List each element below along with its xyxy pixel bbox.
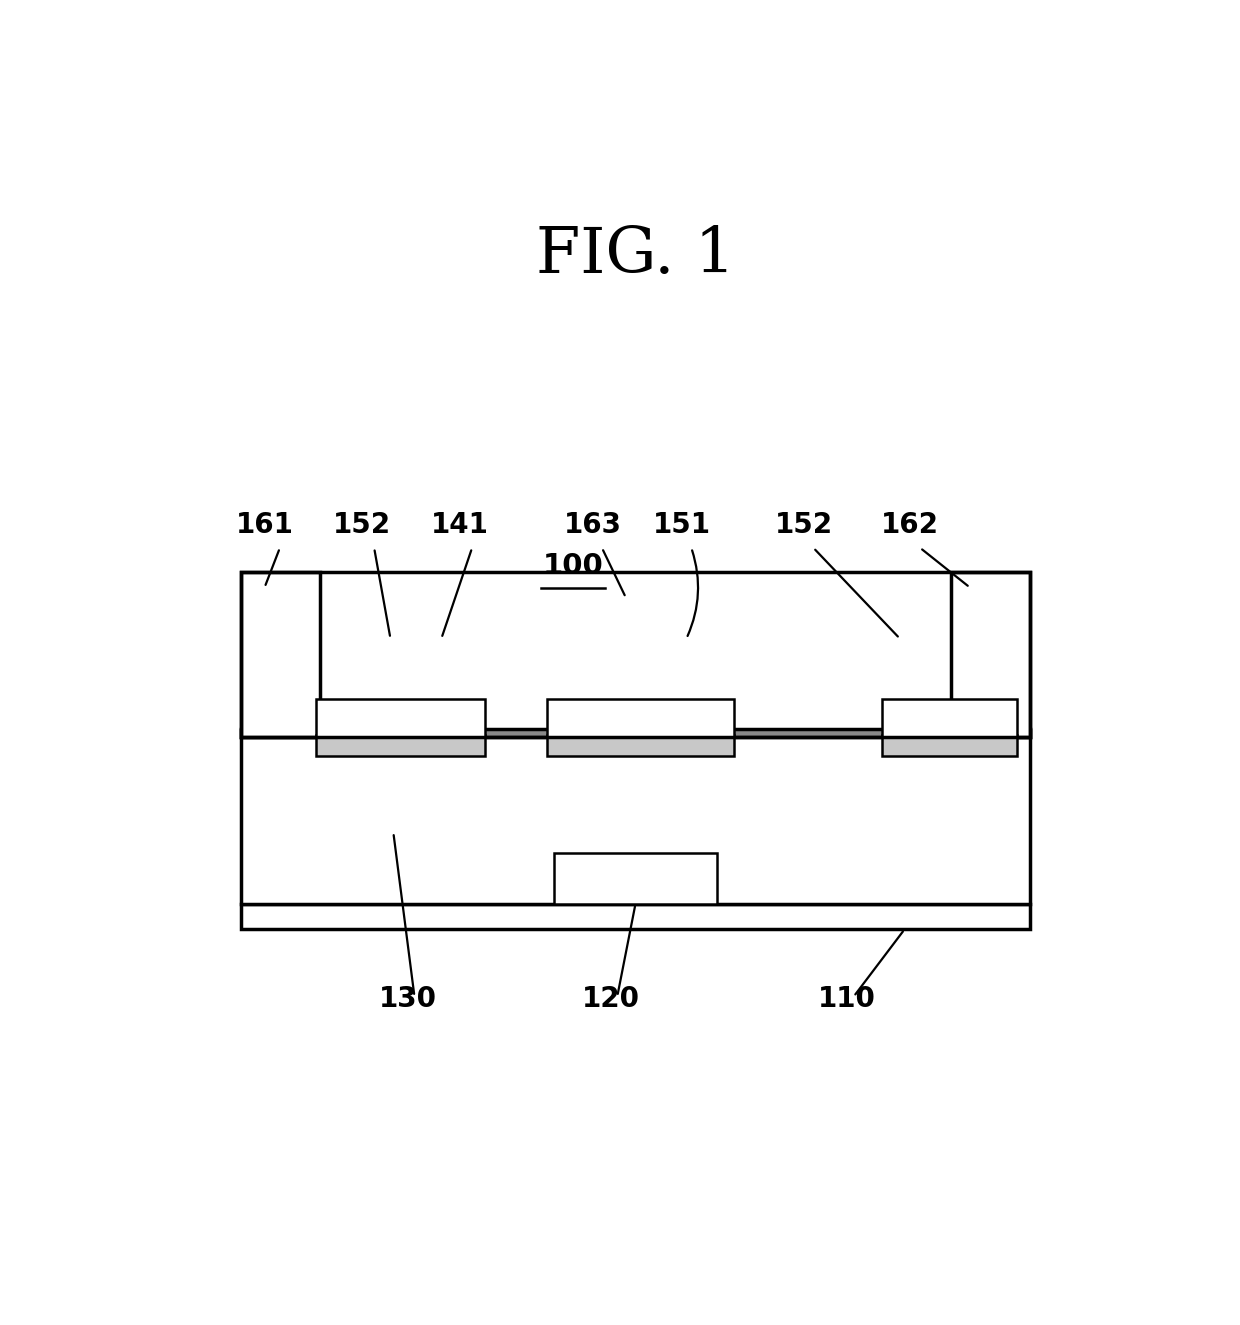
Bar <box>242 572 1029 738</box>
Text: 100: 100 <box>543 553 604 580</box>
Bar <box>883 735 1017 755</box>
Bar <box>316 698 485 738</box>
Text: 163: 163 <box>564 510 622 538</box>
Text: 151: 151 <box>652 510 711 538</box>
Text: 120: 120 <box>582 984 640 1012</box>
Text: 130: 130 <box>378 984 436 1012</box>
Text: 162: 162 <box>882 510 940 538</box>
Text: 161: 161 <box>236 510 294 538</box>
Bar <box>316 735 485 755</box>
Bar <box>547 735 734 755</box>
Bar <box>242 730 1029 904</box>
Bar <box>547 698 734 738</box>
Text: FIG. 1: FIG. 1 <box>536 225 735 286</box>
Bar <box>242 729 1029 738</box>
Text: 110: 110 <box>818 984 875 1012</box>
Bar <box>242 904 1029 929</box>
Bar <box>951 572 1029 738</box>
Bar <box>554 853 717 904</box>
Text: 141: 141 <box>430 510 489 538</box>
Bar <box>883 698 1017 738</box>
Text: 152: 152 <box>775 510 833 538</box>
Bar <box>242 572 320 738</box>
Text: 152: 152 <box>332 510 391 538</box>
